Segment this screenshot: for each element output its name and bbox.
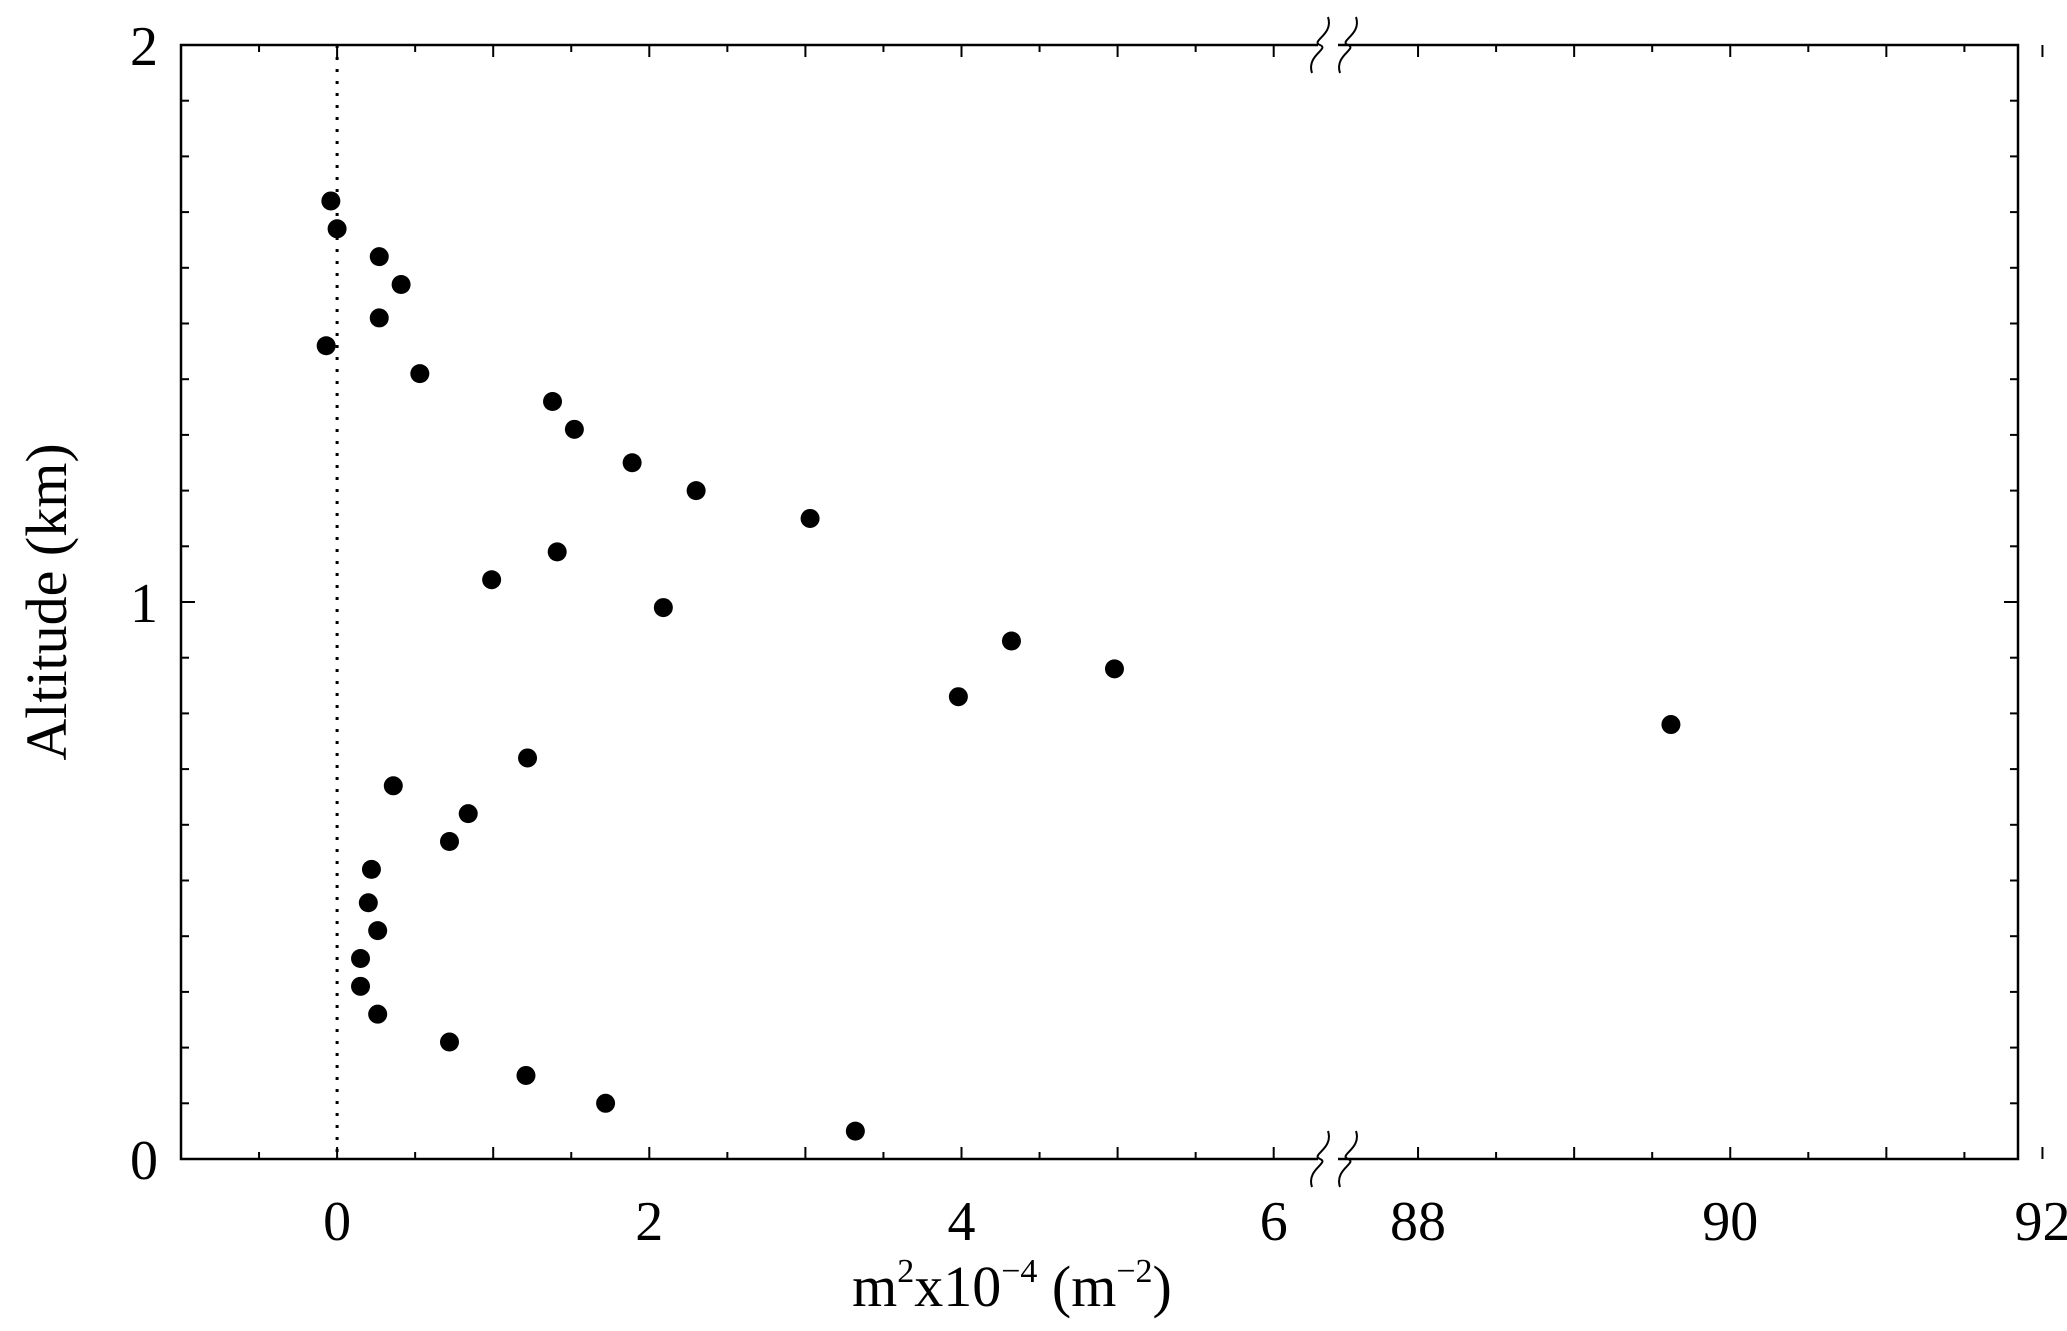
data-point-4 (369, 308, 389, 328)
data-point-30 (516, 1065, 536, 1085)
x-axis-title-base: m (852, 1254, 897, 1319)
plot-frame (179, 43, 2020, 1161)
data-point-31 (596, 1093, 616, 1113)
axis-ticks (181, 44, 2044, 1160)
x-tick-label-92: 92 (2014, 1191, 2067, 1253)
data-point-25 (368, 921, 388, 941)
data-point-23 (361, 859, 381, 879)
x-axis-title: m2x10−4 (m−2) (852, 1253, 1172, 1319)
data-point-0 (321, 191, 341, 211)
data-point-26 (351, 948, 371, 968)
x-axis-title-mid: x10 (914, 1254, 1001, 1319)
data-point-20 (383, 776, 403, 796)
data-point-28 (368, 1004, 388, 1024)
x-axis-title-base-sup: 2 (897, 1253, 914, 1290)
data-point-14 (653, 598, 673, 618)
axis-break-mark-top-0 (1310, 16, 1330, 74)
x-tick-label-88: 88 (1390, 1191, 1446, 1253)
data-point-11 (800, 508, 820, 528)
x-tick-label-4: 4 (948, 1191, 976, 1253)
axis-break-gap-top (1318, 40, 1338, 50)
y-axis-title: Altitude (km) (14, 443, 79, 760)
y-tick-label-0: 0 (130, 1130, 158, 1192)
data-point-18 (1661, 715, 1681, 735)
x-axis-title-mid-sup: −4 (1001, 1253, 1037, 1290)
data-point-24 (358, 893, 378, 913)
x-axis-title-unit-sup: −2 (1116, 1253, 1152, 1290)
axis-break (1310, 16, 1358, 1188)
data-point-8 (564, 419, 584, 439)
data-points (316, 191, 1681, 1141)
data-point-17 (948, 687, 968, 707)
x-tick-label-6: 6 (1260, 1191, 1288, 1253)
data-point-12 (547, 542, 567, 562)
y-tick-label-2: 2 (130, 16, 158, 78)
x-tick-label-0: 0 (323, 1191, 351, 1253)
data-point-5 (316, 336, 336, 356)
axis-break-gap-bottom (1318, 1154, 1338, 1164)
data-point-16 (1104, 659, 1124, 679)
data-point-19 (518, 748, 538, 768)
data-point-15 (1001, 631, 1021, 651)
data-point-32 (845, 1121, 865, 1141)
y-tick-labels: 0 1 2 (130, 16, 158, 1192)
data-point-7 (543, 391, 563, 411)
data-point-1 (327, 219, 347, 239)
x-axis-title-unit-close: ) (1153, 1254, 1172, 1319)
data-point-2 (369, 247, 389, 267)
data-point-22 (439, 832, 459, 852)
axis-break-mark-bottom-1 (1338, 1130, 1358, 1188)
x-tick-labels: 0 2 4 6 88 90 92 (323, 1191, 2067, 1253)
y-tick-label-1: 1 (130, 573, 158, 635)
data-point-21 (458, 804, 478, 824)
x-tick-label-2: 2 (635, 1191, 663, 1253)
data-point-27 (351, 976, 371, 996)
data-point-9 (622, 453, 642, 473)
data-point-6 (410, 364, 430, 384)
data-point-29 (439, 1032, 459, 1052)
axis-break-mark-top-1 (1338, 16, 1358, 74)
data-point-10 (686, 481, 706, 501)
axis-break-mark-bottom-0 (1310, 1130, 1330, 1188)
x-tick-label-90: 90 (1702, 1191, 1758, 1253)
data-point-3 (391, 275, 411, 295)
x-axis-title-unit-open: (m (1037, 1254, 1116, 1319)
data-point-13 (482, 570, 502, 590)
